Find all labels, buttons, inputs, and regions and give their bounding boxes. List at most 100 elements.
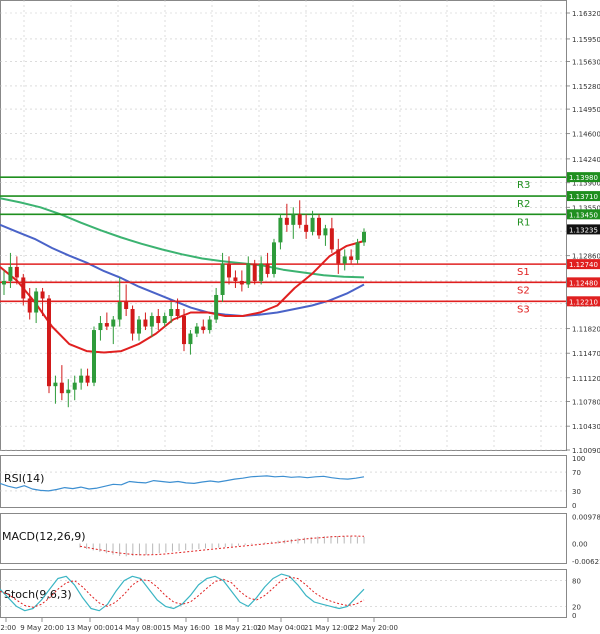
candle-body [149,316,154,327]
candle-body [79,375,84,383]
candle-body [34,291,39,313]
candle-body [104,323,109,327]
stoch-panel: Stoch(9,6,3) 80 200 [0,573,581,620]
level-price-tag-text: 1.13710 [569,193,598,201]
candle-body [207,319,212,331]
rsi-title: RSI(14) [4,472,44,485]
candle-body [355,242,360,260]
candle-body [188,333,193,345]
candle-body [272,242,276,274]
stoch-tick-label: 80 [572,578,581,586]
stoch-main-line [0,573,365,612]
candle-body [47,298,51,387]
y-tick-label: 1.10090 [572,447,600,455]
candle-body [92,330,96,383]
level-price-tag-text: 1.12480 [569,279,598,287]
candle-body [265,263,270,274]
main-panel-frame [0,0,567,451]
candle-body [66,389,71,394]
candle-body [329,228,334,250]
candle-body [72,382,77,390]
candle-body [2,280,6,285]
level-price-tag [567,172,600,183]
rsi-panel: RSI(14) 100 70 30 0 [0,455,585,510]
candle-body [252,263,257,281]
y-tick-label: 1.15280 [572,83,600,91]
candle-body [342,256,347,264]
level-price-tag [567,277,600,288]
candle-body [182,316,186,345]
current-price-tag-text: 1.13235 [569,226,598,234]
candlesticks [2,200,366,408]
price-axis: 1.16320 1.15950 1.15630 1.15280 1.14950 1.146… [566,10,600,455]
x-tick-label: 20 May 04:00 [257,624,305,632]
y-tick-label: 1.11120 [572,375,600,383]
macd-tick-label: 0.00 [572,541,588,549]
level-label-r2: R2 [517,199,530,210]
rsi-panel-frame [0,455,567,508]
candle-body [284,217,289,225]
candle-body [111,319,116,327]
y-tick-label: 1.14600 [572,131,600,139]
candle-body [227,263,231,278]
y-tick-label: 1.11470 [572,350,600,358]
price-tags: 1.13980 1.13710 1.13450 1.12740 1.12480 1.122… [567,172,600,307]
macd-panel-frame [0,513,567,564]
candle-body [194,326,199,334]
stoch-title: Stoch(9,6,3) [4,588,72,601]
candle-body [310,217,315,232]
candle-body [156,316,161,324]
candle-body [21,277,26,299]
x-tick-label: 13 May 00:00 [66,624,114,632]
stoch-tick-label: 20 [572,603,581,611]
candle-body [162,316,167,324]
stoch-tick-label: 0 [572,612,576,620]
level-label-s3: S3 [517,304,530,315]
level-price-tag [567,296,600,307]
macd-title: MACD(12,26,9) [2,530,86,543]
x-tick-label: 18 May 21:01 [214,624,262,632]
support-resistance-levels: R3 R2 R1 S1 S2 S3 [0,176,566,315]
candle-body [291,214,296,225]
candle-body [201,326,206,331]
candle-body [117,301,122,320]
level-label-r1: R1 [517,217,530,228]
y-tick-label: 1.14240 [572,156,600,164]
level-price-tag [567,191,600,202]
level-price-tag-text: 1.12210 [569,298,598,306]
candle-body [323,228,328,236]
level-price-tag-text: 1.12740 [569,261,598,269]
x-tick-label: 15 May 16:00 [162,624,210,632]
candle-body [40,291,45,299]
macd-tick-label: -0.006213 [572,558,600,566]
level-price-tag [567,209,600,220]
rsi-tick-label: 30 [572,488,581,496]
x-tick-label: 14 May 08:00 [114,624,162,632]
level-label-s2: S2 [517,285,530,296]
x-tick-label: 21 May 12:00 [304,624,352,632]
candle-body [124,301,129,310]
candle-body [169,309,174,317]
candle-body [220,263,225,295]
macd-tick-label: 0.009784 [572,513,600,521]
candle-body [98,323,103,331]
candle-body [246,263,251,285]
level-price-tag-text: 1.13980 [569,174,598,182]
y-tick-label: 1.16320 [572,10,600,18]
y-tick-label: 1.12860 [572,253,600,261]
candle-body [297,214,302,225]
y-tick-label: 1.14950 [572,106,600,114]
ma-fast-line [0,240,365,354]
candle-body [349,256,354,260]
level-label-s1: S1 [517,267,530,278]
rsi-line [0,475,365,492]
candle-body [143,319,148,327]
y-tick-label: 1.10430 [572,423,600,431]
x-tick-label: 9 May 20:00 [20,624,64,632]
grid-lines [0,0,566,451]
level-price-tag [567,259,600,270]
candle-body [233,277,238,281]
candle-body [304,224,309,232]
candle-body [137,319,141,334]
